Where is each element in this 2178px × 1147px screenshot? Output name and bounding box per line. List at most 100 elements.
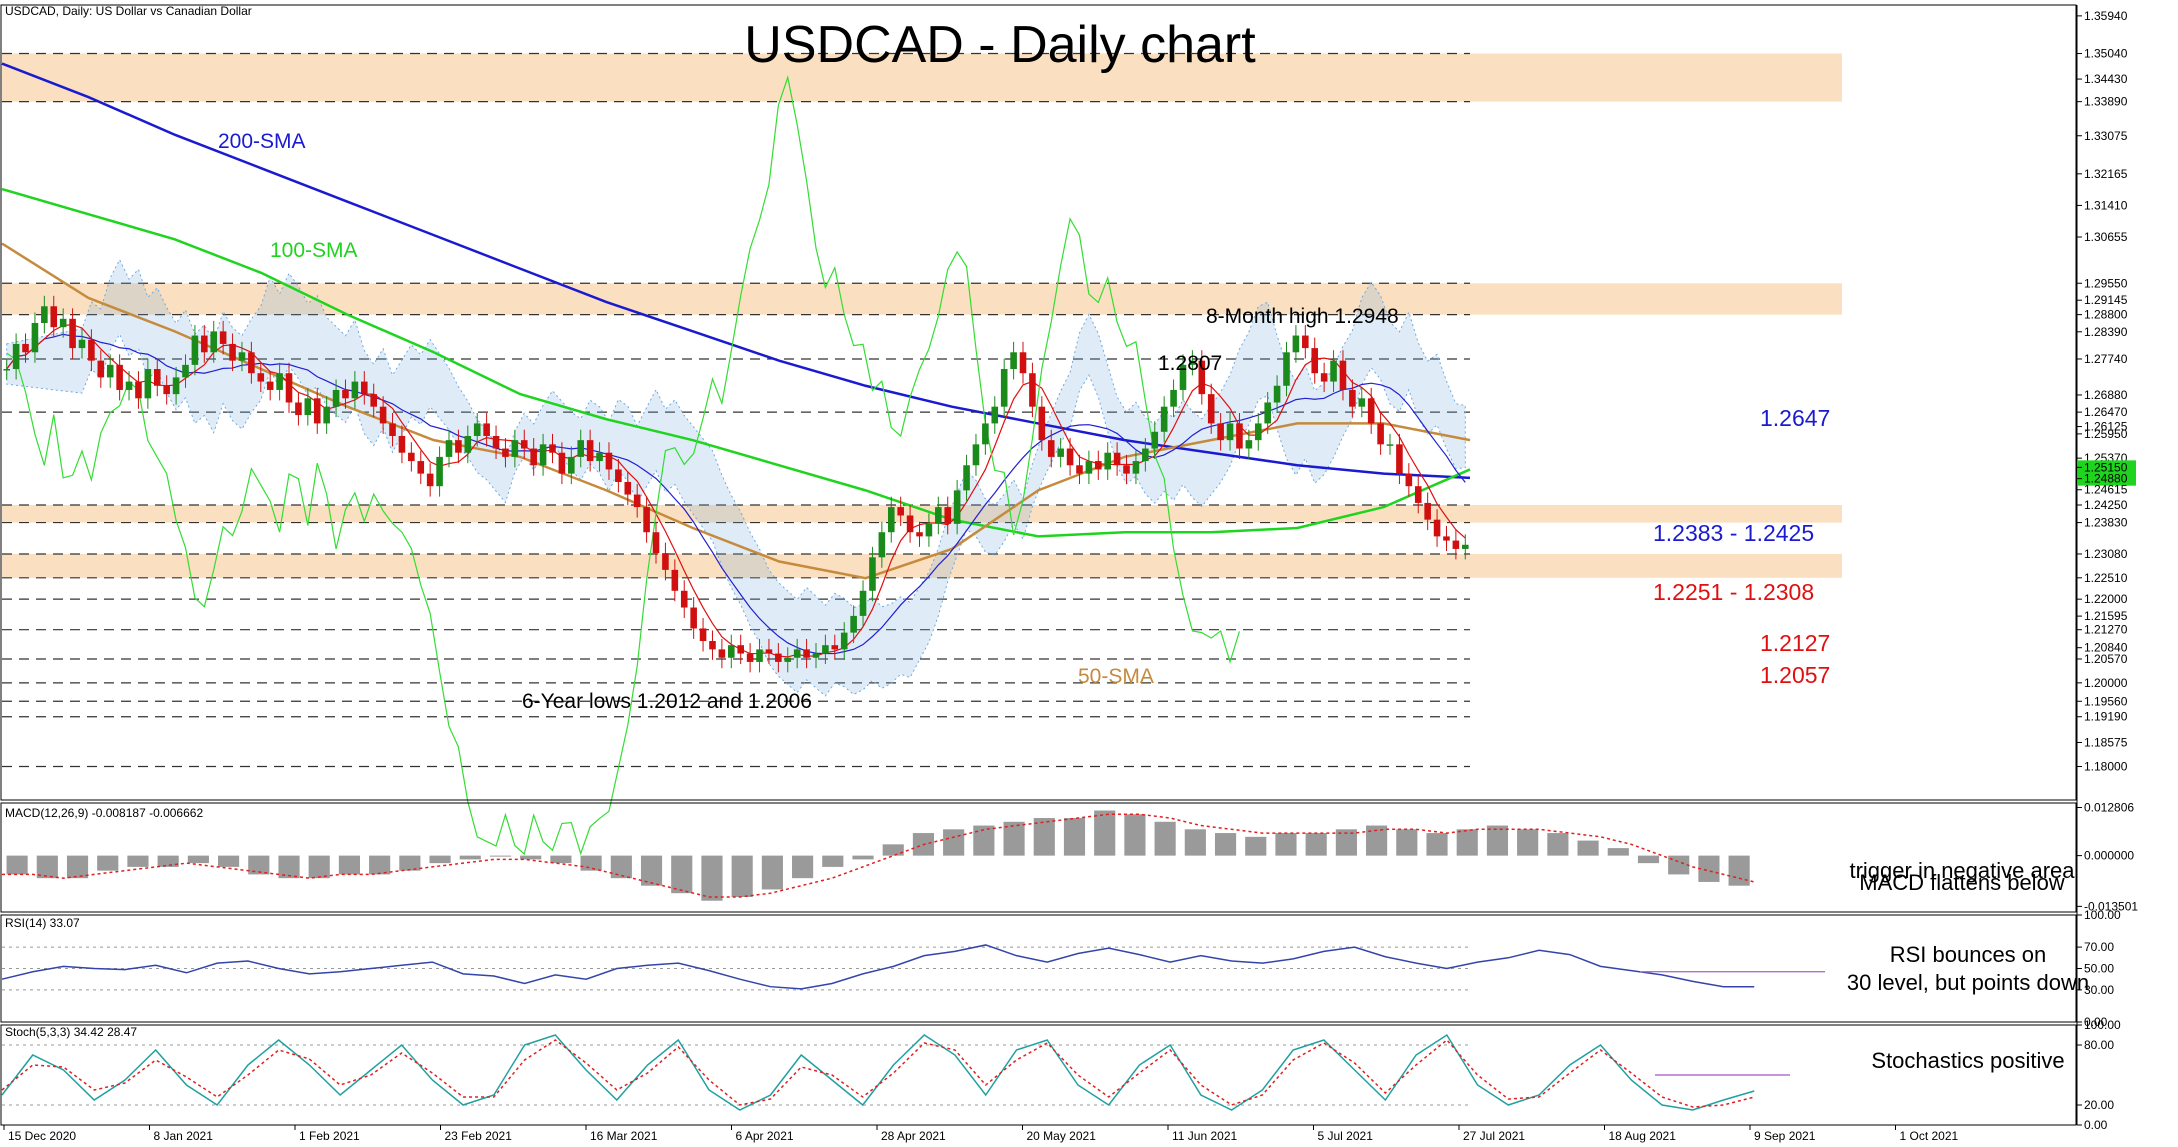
candle-body xyxy=(342,389,349,399)
price-tick-label: 1.35040 xyxy=(2084,47,2128,61)
candle-body xyxy=(417,461,425,474)
macd-histogram-bar xyxy=(1456,829,1478,856)
price-tick-label: 1.22000 xyxy=(2084,592,2128,606)
candle-body xyxy=(539,444,547,466)
macd-histogram-bar xyxy=(1154,821,1176,856)
macd-histogram-bar xyxy=(1637,855,1660,864)
candle-body xyxy=(906,515,914,533)
x-tick-label: 8 Jan 2021 xyxy=(154,1129,214,1143)
candle-body xyxy=(1443,536,1450,541)
x-tick-label: 6 Apr 2021 xyxy=(736,1129,794,1143)
macd-histogram-bar xyxy=(671,855,693,894)
panel-frame-0 xyxy=(0,4,2077,801)
candle-body xyxy=(1226,423,1234,441)
candle-body xyxy=(153,369,161,386)
rsi-label: RSI(14) 33.07 xyxy=(5,916,80,930)
candle-body xyxy=(1179,364,1187,390)
candle-body xyxy=(831,645,839,650)
candle-body xyxy=(652,532,660,554)
candle-body xyxy=(135,381,142,399)
zone-0 xyxy=(2,53,1842,102)
candle-body xyxy=(172,377,180,395)
candle-body xyxy=(1330,360,1337,382)
candle-body xyxy=(464,435,472,453)
stoch-note: Stochastics positive xyxy=(1871,1048,2064,1073)
macd-histogram-bar xyxy=(943,829,965,856)
candle-body xyxy=(718,649,726,658)
x-tick-label: 28 Apr 2021 xyxy=(881,1129,946,1143)
x-tick-label: 15 Dec 2020 xyxy=(8,1129,76,1143)
axes-layer: 1.35940 1.35040 1.34430 1.33890 1.33075 1.321… xyxy=(3,9,2138,1143)
candle-body xyxy=(285,373,293,403)
annotation-6-year-lows: 6-Year lows 1.2012 and 1.2006 xyxy=(522,690,812,713)
candle-body xyxy=(445,440,453,457)
zone-3 xyxy=(2,553,1842,578)
macd-histogram-bar xyxy=(640,855,663,886)
macd-histogram-bar xyxy=(1668,855,1690,875)
candle-body xyxy=(88,339,95,361)
panel-frame-3 xyxy=(0,1024,2077,1126)
candle-body xyxy=(473,423,481,436)
candle-body xyxy=(878,532,886,558)
candle-body xyxy=(1057,448,1064,457)
macd-histogram-bar xyxy=(248,855,270,875)
candle-body xyxy=(483,423,490,436)
candle-body xyxy=(1189,360,1196,365)
candle-body xyxy=(633,494,641,508)
stoch-label: Stoch(5,3,3) 34.42 28.47 xyxy=(5,1025,137,1039)
macd-histogram-bar xyxy=(459,855,481,860)
chikou-line xyxy=(6,75,1241,856)
candle-body xyxy=(163,385,170,395)
x-tick-label: 9 Sep 2021 xyxy=(1754,1129,1816,1143)
candle-body xyxy=(3,369,10,371)
macd-histogram-bar xyxy=(1094,810,1116,856)
price-tick-label: 1.20570 xyxy=(2084,652,2128,666)
macd-histogram-bar xyxy=(1275,833,1297,856)
annotation-50-sma: 50-SMA xyxy=(1078,665,1154,688)
price-tick-label: 1.26880 xyxy=(2084,388,2128,402)
candle-body xyxy=(869,557,876,591)
candle-body xyxy=(568,456,575,474)
macd-histogram-bar xyxy=(1698,855,1720,882)
macd-histogram-bar xyxy=(1063,818,1086,856)
candle-body xyxy=(12,343,20,370)
macd-histogram-bar xyxy=(1003,821,1025,856)
candle-body xyxy=(605,452,613,470)
candle-body xyxy=(1462,544,1469,549)
candle-body xyxy=(1367,398,1375,424)
candle-body xyxy=(1377,423,1384,445)
candle-body xyxy=(97,360,105,378)
candle-body xyxy=(379,406,387,424)
macd-histogram-bar xyxy=(973,825,995,856)
price-tick-label: 1.20840 xyxy=(2084,641,2128,655)
price-tick-label: 1.23080 xyxy=(2084,547,2128,561)
indicator-tick-label: 0.012806 xyxy=(2084,800,2134,814)
price-tick-label: 1.23830 xyxy=(2084,516,2128,530)
candle-body xyxy=(558,452,566,474)
candle-body xyxy=(238,352,246,361)
candle-body xyxy=(765,649,773,654)
candle-body xyxy=(191,335,199,365)
x-tick-label: 11 Jun 2021 xyxy=(1172,1129,1237,1143)
candle-body xyxy=(1038,406,1046,441)
macd-histogram-bar xyxy=(1245,836,1267,856)
candle-body xyxy=(1452,540,1460,549)
macd-histogram-bar xyxy=(187,855,209,864)
candle-body xyxy=(1047,440,1055,457)
indicator-tick-label: 80.00 xyxy=(2084,1038,2114,1052)
x-tick-label: 1 Oct 2021 xyxy=(1900,1129,1959,1143)
ichimoku-cloud-layer xyxy=(6,258,1466,697)
macd-histogram-bar xyxy=(852,855,874,860)
candle-body xyxy=(1170,389,1177,407)
macd-histogram-bar xyxy=(6,855,28,875)
candle-body xyxy=(991,406,999,424)
candle-body xyxy=(1349,389,1356,407)
candle-body xyxy=(1424,502,1431,520)
macd-signal-line xyxy=(2,813,1755,898)
indicator-tick-label: 70.00 xyxy=(2084,940,2114,954)
price-tick-label: 1.33075 xyxy=(2084,129,2128,143)
candle-body xyxy=(520,440,528,449)
candle-body xyxy=(1292,335,1300,353)
candle-body xyxy=(699,628,707,641)
